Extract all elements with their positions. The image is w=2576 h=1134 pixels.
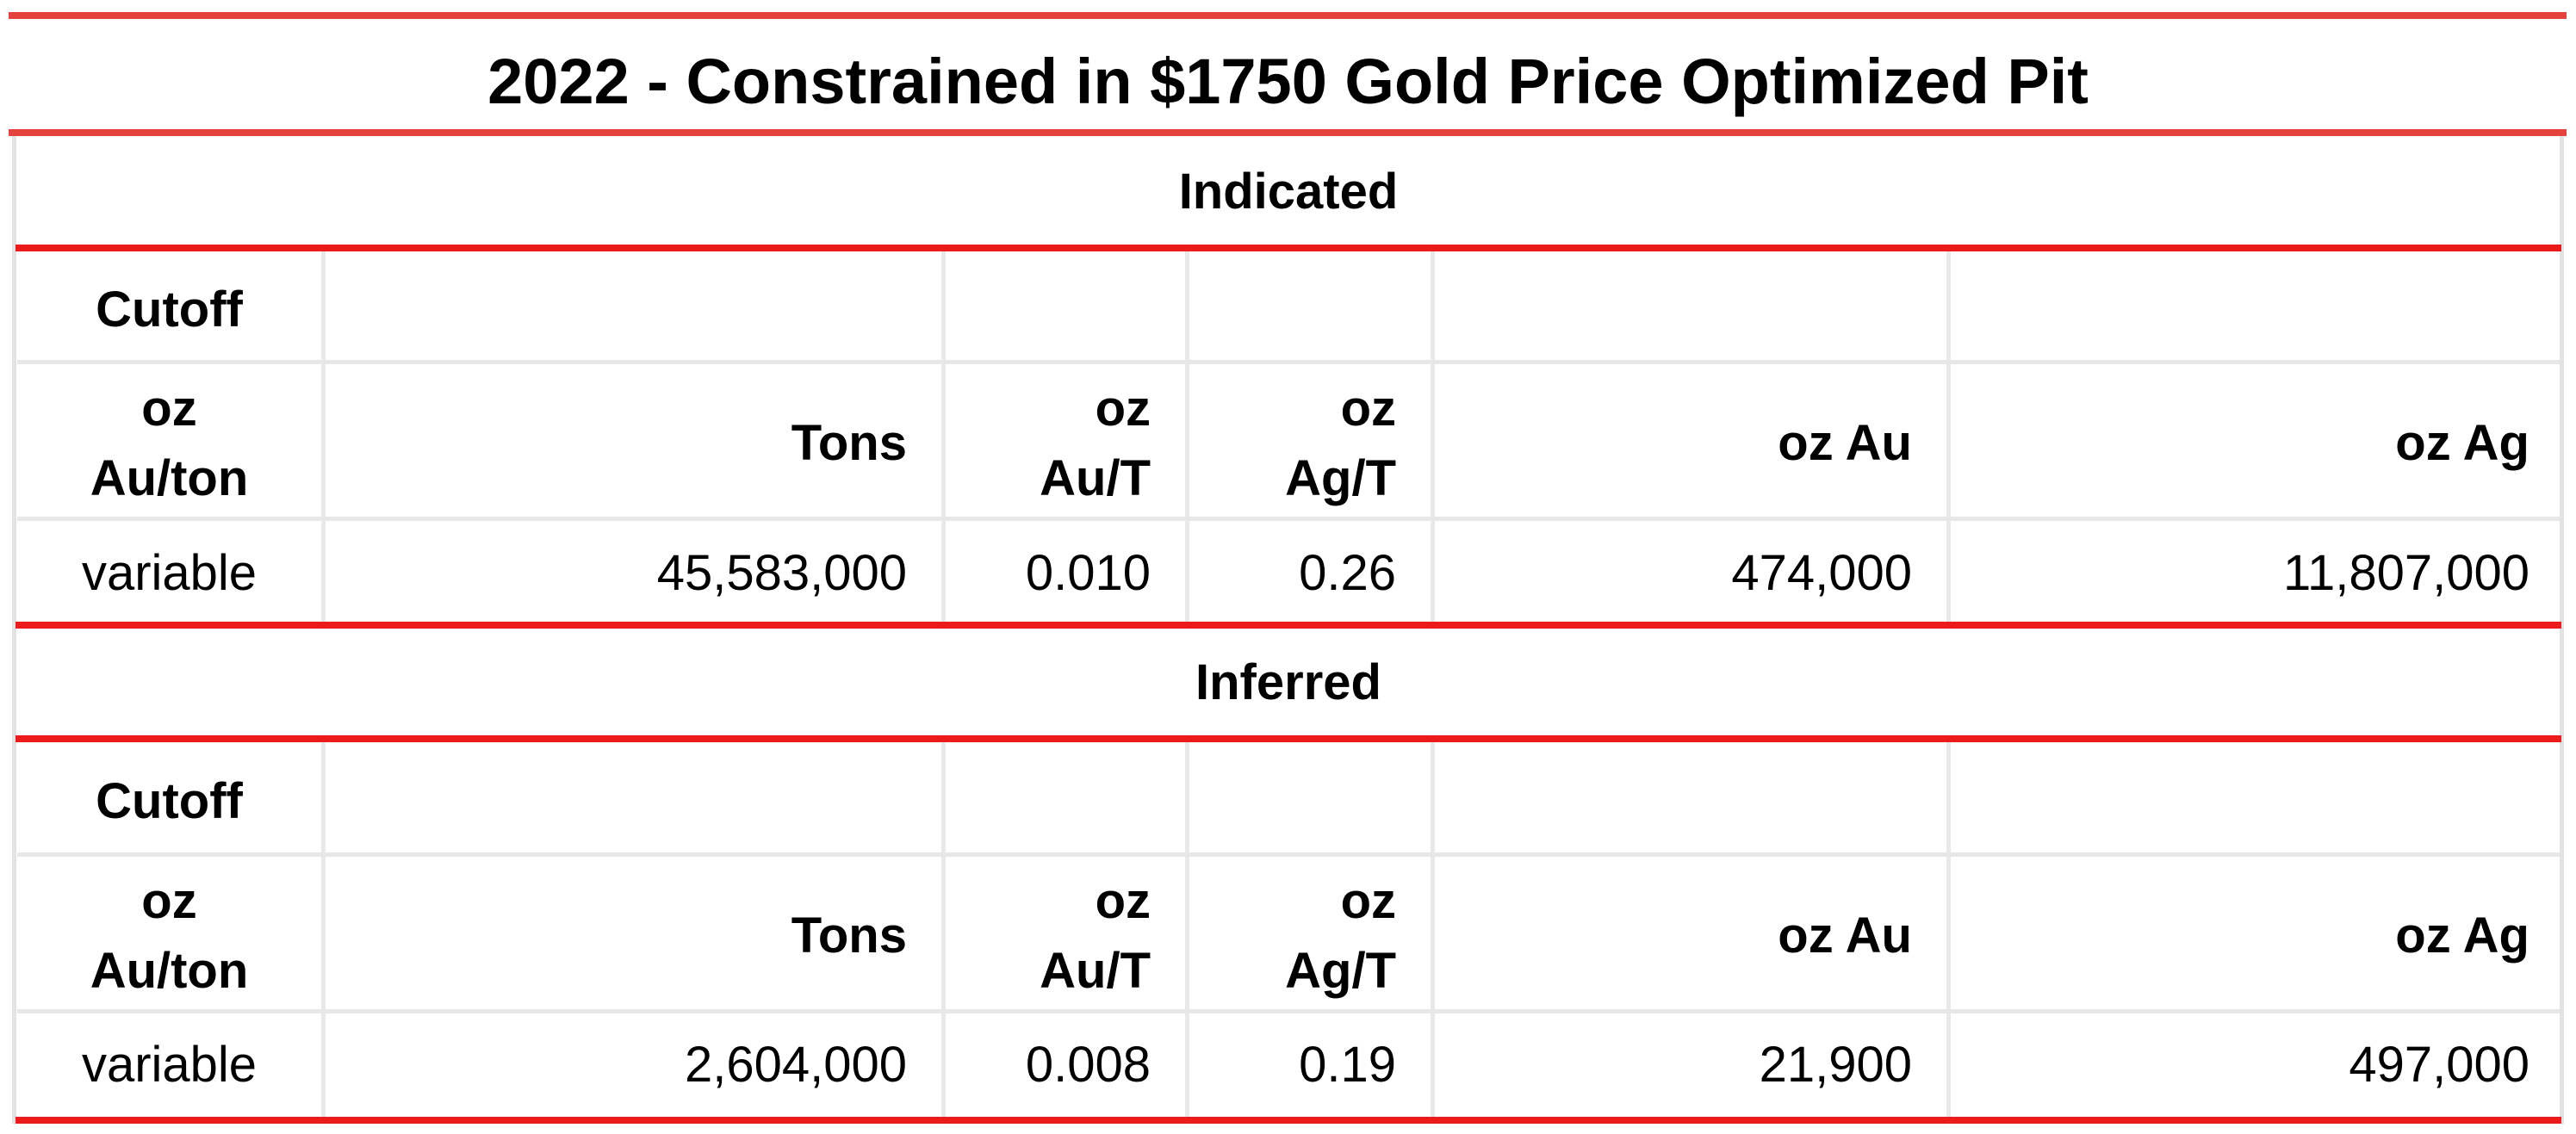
col-divider xyxy=(1431,251,1435,622)
header-ag-grade-line1: oz xyxy=(1340,381,1396,437)
section-inferred-heading: Inferred xyxy=(1195,654,1381,710)
row-divider xyxy=(17,517,2560,521)
indicated-cutoff: variable xyxy=(81,545,258,601)
header-ag-grade-line1: oz xyxy=(1340,873,1396,929)
row-divider xyxy=(17,852,2560,857)
col-divider xyxy=(1185,742,1189,1117)
header-cutoff: Cutoff xyxy=(96,282,243,338)
col-divider xyxy=(321,742,326,1117)
indicated-ag-grade: 0.26 xyxy=(1299,545,1396,601)
col-divider xyxy=(941,251,946,622)
inferred-tons: 2,604,000 xyxy=(684,1037,907,1093)
header-cutoff-unit-line2: Au/ton xyxy=(90,450,249,506)
inferred-ag-grade: 0.19 xyxy=(1299,1037,1396,1093)
header-tons: Tons xyxy=(791,908,907,964)
table-title: 2022 - Constrained in $1750 Gold Price O… xyxy=(487,46,2089,117)
table-left-border xyxy=(12,136,16,1124)
indicated-heading-rule xyxy=(16,245,2561,251)
col-divider xyxy=(321,251,326,622)
top-rule xyxy=(9,12,2567,19)
inferred-bottom-rule xyxy=(16,1117,2561,1124)
header-ag-grade-line2: Ag/T xyxy=(1285,450,1396,506)
indicated-au-grade: 0.010 xyxy=(1025,545,1151,601)
header-cutoff-unit-line1: oz xyxy=(141,381,197,437)
col-divider xyxy=(1946,251,1951,622)
inferred-cutoff: variable xyxy=(81,1037,258,1093)
header-cutoff-unit-line1: oz xyxy=(141,873,197,929)
indicated-bottom-rule xyxy=(16,622,2561,629)
col-divider xyxy=(941,742,946,1117)
title-rule xyxy=(9,129,2567,136)
header-au-grade-line2: Au/T xyxy=(1040,450,1151,506)
col-divider xyxy=(1946,742,1951,1117)
col-divider xyxy=(1185,251,1189,622)
table-right-border xyxy=(2560,136,2564,1124)
header-au-grade-line1: oz xyxy=(1095,381,1151,437)
header-oz-ag: oz Ag xyxy=(2395,908,2529,964)
inferred-au-grade: 0.008 xyxy=(1025,1037,1151,1093)
row-divider xyxy=(17,360,2560,364)
indicated-oz-ag: 11,807,000 xyxy=(2283,545,2529,601)
section-indicated-heading: Indicated xyxy=(1178,164,1399,220)
header-oz-au: oz Au xyxy=(1778,908,1912,964)
header-cutoff: Cutoff xyxy=(96,773,243,829)
header-oz-au: oz Au xyxy=(1778,415,1912,471)
header-au-grade-line1: oz xyxy=(1095,873,1151,929)
inferred-heading-rule xyxy=(16,735,2561,742)
header-au-grade-line2: Au/T xyxy=(1040,943,1151,999)
header-oz-ag: oz Ag xyxy=(2395,415,2529,471)
row-divider xyxy=(17,1009,2560,1013)
col-divider xyxy=(1431,742,1435,1117)
inferred-oz-au: 21,900 xyxy=(1759,1037,1912,1093)
header-cutoff-unit-line2: Au/ton xyxy=(90,943,249,999)
indicated-oz-au: 474,000 xyxy=(1731,545,1912,601)
header-tons: Tons xyxy=(791,415,907,471)
indicated-tons: 45,583,000 xyxy=(656,545,907,601)
header-ag-grade-line2: Ag/T xyxy=(1285,943,1396,999)
inferred-oz-ag: 497,000 xyxy=(2349,1037,2529,1093)
